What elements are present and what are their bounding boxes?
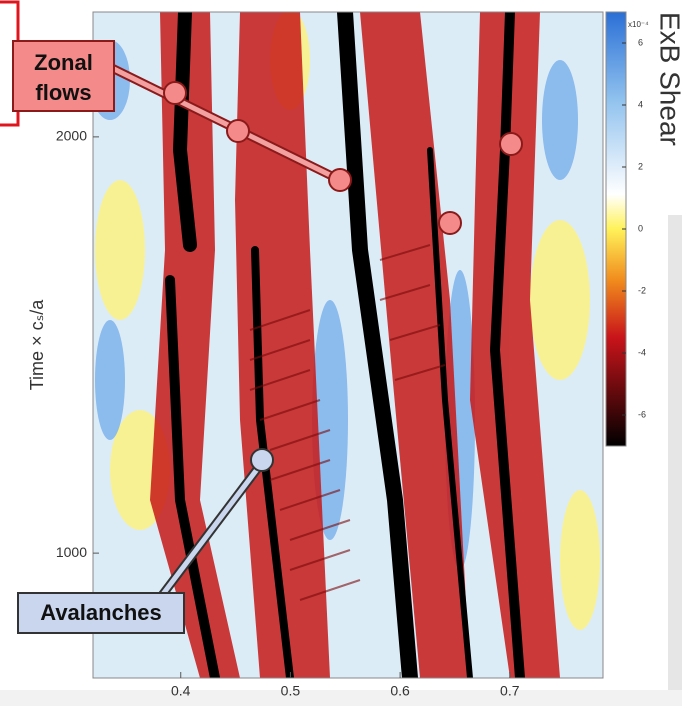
- zonal-flows-label: Zonal flows: [12, 40, 115, 112]
- colorbar-multiplier: x10⁻⁴: [628, 20, 649, 29]
- colorbar-tick-label: -6: [638, 409, 646, 419]
- x-tick-label: 0.4: [171, 683, 191, 699]
- heatmap-image: [90, 10, 603, 678]
- x-tick-label: 0.5: [281, 683, 301, 699]
- y-tick-label: 2000: [56, 128, 87, 144]
- x-tick-label: 0.7: [500, 683, 520, 699]
- avalanches-label: Avalanches: [17, 592, 185, 634]
- colorbar-tick-label: 4: [638, 99, 643, 109]
- side-strip: [668, 215, 682, 690]
- page: x10⁻⁴ ExB Shear Time × cₛ/a 0.4 0.5 0.6 0.7…: [0, 0, 682, 706]
- colorbar-tick-label: 2: [638, 161, 643, 171]
- colorbar-title: ExB Shear: [655, 12, 682, 146]
- colorbar-tick-label: 0: [638, 223, 643, 233]
- y-tick-label: 1000: [56, 544, 87, 560]
- colorbar-tick-label: -2: [638, 285, 646, 295]
- y-axis-label: Time × cₛ/a: [27, 299, 47, 391]
- bottom-strip: [0, 690, 682, 706]
- colorbar-tick-label: 6: [638, 37, 643, 47]
- colorbar-tick-label: -4: [638, 347, 646, 357]
- x-tick-label: 0.6: [390, 683, 410, 699]
